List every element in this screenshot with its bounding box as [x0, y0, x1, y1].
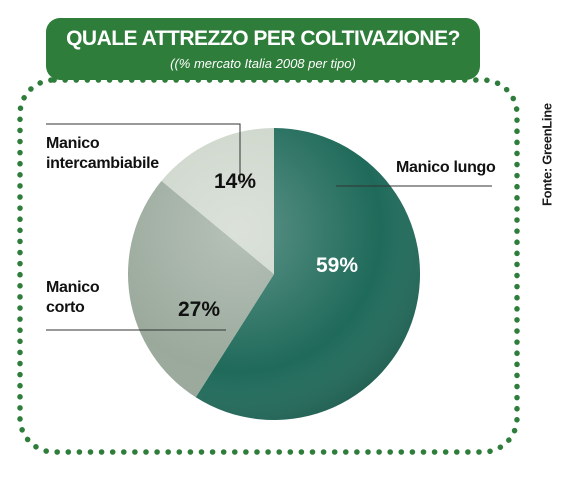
leader-manico-intercambiabile [46, 123, 241, 184]
label-manico-corto: Manico corto [46, 279, 100, 316]
label-manico-intercambiabile: Manico intercambiabile [46, 135, 159, 172]
label-manico-lungo: Manico lungo [396, 159, 496, 176]
value-label-manico-corto: 27% [178, 298, 221, 321]
value-label-manico-lungo: 59% [316, 254, 359, 277]
chart-subtitle: ((% mercato Italia 2008 per tipo) [170, 56, 356, 71]
pie-shading [128, 128, 420, 420]
source-credit: Fonte: GreenLine [539, 103, 555, 207]
chart-title: QUALE ATTREZZO PER COLTIVAZIONE? [66, 27, 460, 50]
dotted-border [17, 77, 520, 455]
title-banner [46, 18, 480, 80]
value-label-manico-intercambiabile: 14% [214, 170, 257, 193]
leader-lines [46, 123, 492, 331]
